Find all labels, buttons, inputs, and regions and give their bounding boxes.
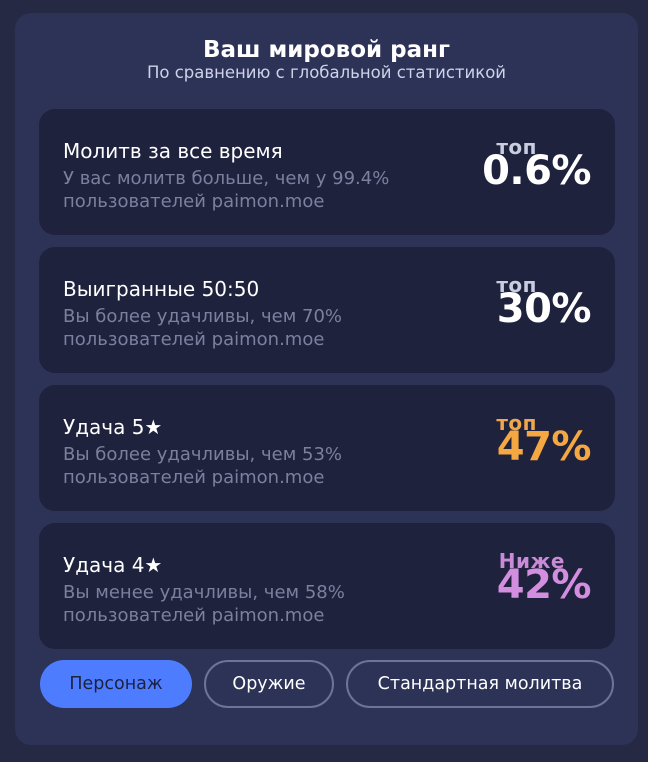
rank-value: 30% <box>496 286 592 332</box>
rank-badge: Ниже 42% <box>496 549 592 608</box>
world-rank-panel: Ваш мировой ранг По сравнению с глобальн… <box>15 13 638 745</box>
card-description: Вы более удачливы, чем 53% пользователей… <box>63 443 403 489</box>
rank-badge: топ 0.6% <box>482 137 591 191</box>
card-description-line: пользователей paimon.moe <box>63 605 325 626</box>
card-description-line: Вы менее удачливы, чем 58% <box>63 582 345 603</box>
rank-value: 47% <box>496 424 592 470</box>
card-description: Вы менее удачливы, чем 58% пользователей… <box>63 581 403 627</box>
rank-card-5050-wins: Выигранные 50:50 Вы более удачливы, чем … <box>39 247 615 373</box>
card-description-line: пользователей paimon.moe <box>63 329 325 350</box>
card-description: У вас молитв больше, чем у 99.4% пользов… <box>63 167 403 213</box>
card-description-line: У вас молитв больше, чем у 99.4% <box>63 168 390 189</box>
card-description-line: Вы более удачливы, чем 70% <box>63 306 343 327</box>
panel-header: Ваш мировой ранг По сравнению с глобальн… <box>15 35 638 83</box>
rank-badge: топ 30% <box>496 275 591 329</box>
rank-label: топ <box>496 135 537 159</box>
panel-subtitle: По сравнению с глобальной статистикой <box>146 63 507 82</box>
rank-card-luck-4-star: Удача 4★ Вы менее удачливы, чем 58% поль… <box>39 523 615 649</box>
card-title: Выигранные 50:50 <box>63 277 260 301</box>
rank-value: 0.6% <box>482 148 591 194</box>
card-description-line: пользователей paimon.moe <box>63 191 325 212</box>
rank-card-total-wishes: Молитв за все время У вас молитв больше,… <box>39 109 615 235</box>
card-title: Удача 4★ <box>63 553 163 577</box>
rank-label: топ <box>496 273 537 297</box>
rank-badge: топ 47% <box>496 413 591 467</box>
rank-label: топ <box>496 411 537 435</box>
card-description-line: Вы более удачливы, чем 53% <box>63 444 343 465</box>
tab-weapon[interactable]: Оружие <box>204 660 334 708</box>
tab-standard-wish[interactable]: Стандартная молитва <box>346 660 614 708</box>
card-description: Вы более удачливы, чем 70% пользователей… <box>63 305 403 351</box>
panel-title: Ваш мировой ранг <box>202 37 451 63</box>
rank-value: 42% <box>496 562 592 608</box>
card-description-line: пользователей paimon.moe <box>63 467 325 488</box>
rank-card-luck-5-star: Удача 5★ Вы более удачливы, чем 53% поль… <box>39 385 615 511</box>
rank-label: Ниже <box>498 549 565 573</box>
card-title: Удача 5★ <box>63 415 163 439</box>
tab-character[interactable]: Персонаж <box>40 660 192 708</box>
card-title: Молитв за все время <box>63 139 283 163</box>
